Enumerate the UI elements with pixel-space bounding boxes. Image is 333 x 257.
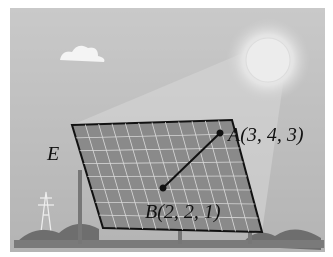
panel-cell-line xyxy=(88,176,248,177)
ground xyxy=(14,240,324,248)
scene: E A(3, 4, 3) B(2, 2, 1) xyxy=(0,0,333,257)
sun-core xyxy=(246,38,290,82)
point-b xyxy=(160,185,167,192)
label-a: A(3, 4, 3) xyxy=(226,124,304,146)
label-e: E xyxy=(46,143,59,165)
point-a xyxy=(217,130,224,137)
label-b: B(2, 2, 1) xyxy=(145,201,221,223)
